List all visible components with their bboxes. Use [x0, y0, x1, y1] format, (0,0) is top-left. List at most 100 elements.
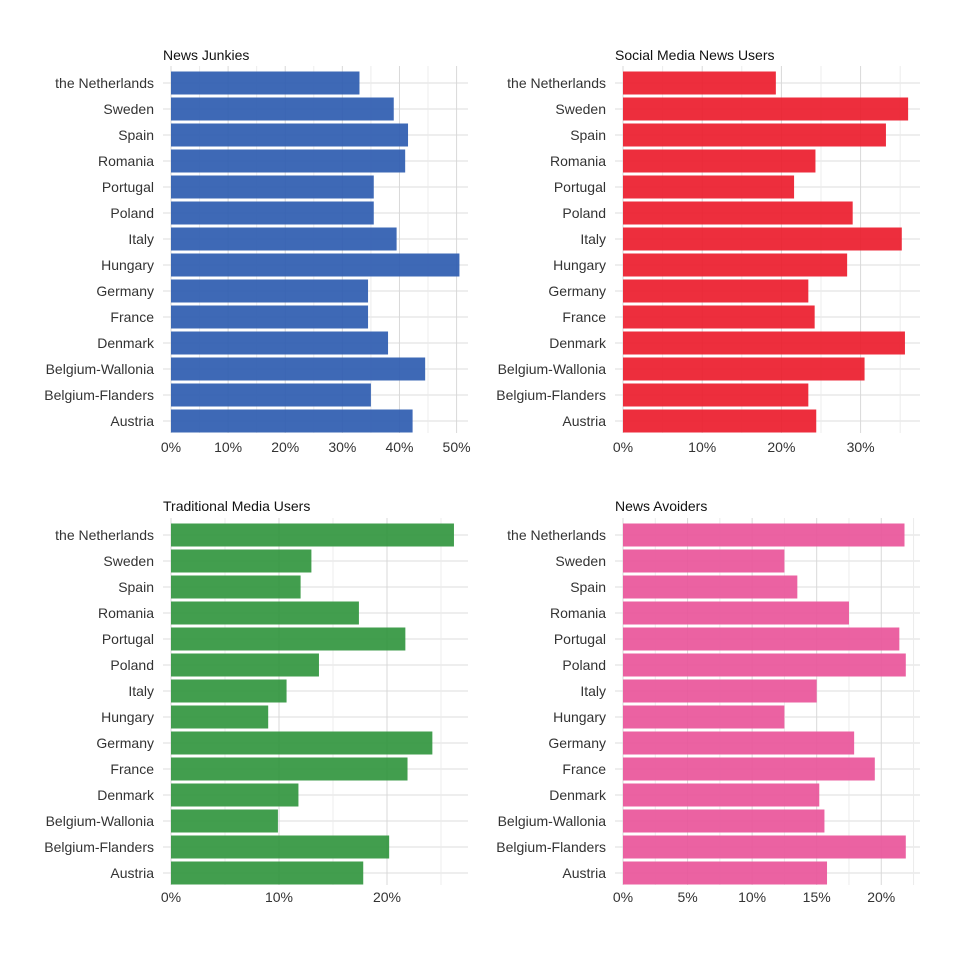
bar: [171, 653, 319, 677]
bar: [623, 175, 795, 199]
category-label: Denmark: [97, 787, 155, 803]
panel-title: News Avoiders: [615, 498, 707, 514]
category-label: Portugal: [554, 631, 606, 647]
bar: [623, 123, 886, 147]
bar: [623, 71, 776, 95]
category-label: Poland: [562, 657, 606, 673]
bar: [171, 409, 413, 433]
bar: [623, 227, 902, 251]
bar: [171, 149, 406, 173]
category-label: Hungary: [101, 709, 154, 725]
x-tick-label: 0%: [613, 439, 633, 455]
bar: [171, 97, 394, 121]
x-tick-label: 10%: [738, 889, 766, 905]
x-tick-label: 0%: [161, 889, 181, 905]
category-label: Hungary: [553, 257, 606, 273]
bar: [171, 575, 301, 599]
bar: [171, 123, 409, 147]
category-label: the Netherlands: [507, 75, 606, 91]
bar: [623, 201, 853, 225]
bar: [171, 835, 390, 859]
x-tick-label: 20%: [271, 439, 299, 455]
category-label: Austria: [562, 865, 606, 881]
category-label: Belgium-Wallonia: [46, 361, 155, 377]
x-tick-label: 20%: [767, 439, 795, 455]
bar: [171, 679, 287, 703]
category-label: Belgium-Flanders: [496, 387, 606, 403]
category-label: Portugal: [102, 179, 154, 195]
bar: [171, 601, 359, 625]
category-label: Poland: [110, 205, 154, 221]
category-label: Sweden: [555, 101, 606, 117]
chart-panel-1: News Junkies the Netherlands Sweden Spain Ro…: [44, 47, 470, 455]
bar: [623, 653, 906, 677]
bar: [623, 97, 909, 121]
bar: [623, 809, 825, 833]
category-label: Austria: [562, 413, 606, 429]
bar: [623, 575, 798, 599]
bar: [171, 227, 397, 251]
category-label: Portugal: [102, 631, 154, 647]
category-label: Italy: [580, 683, 606, 699]
category-label: Austria: [110, 865, 154, 881]
bar: [171, 383, 371, 407]
bar: [171, 523, 454, 547]
category-label: Austria: [110, 413, 154, 429]
category-label: Sweden: [103, 553, 154, 569]
category-label: Belgium-Flanders: [44, 839, 154, 855]
category-label: Italy: [128, 683, 154, 699]
category-label: Germany: [548, 283, 606, 299]
category-label: France: [562, 309, 606, 325]
category-label: Poland: [110, 657, 154, 673]
category-label: Belgium-Flanders: [496, 839, 606, 855]
category-label: Belgium-Wallonia: [498, 813, 607, 829]
category-label: Belgium-Wallonia: [498, 361, 607, 377]
bar: [623, 835, 906, 859]
bar: [623, 679, 817, 703]
bar: [171, 731, 433, 755]
bar: [623, 601, 849, 625]
x-tick-label: 0%: [613, 889, 633, 905]
category-label: Belgium-Wallonia: [46, 813, 155, 829]
category-label: Romania: [98, 605, 154, 621]
x-tick-label: 30%: [847, 439, 875, 455]
panel-title: Traditional Media Users: [163, 498, 310, 514]
category-label: Sweden: [555, 553, 606, 569]
x-tick-label: 10%: [265, 889, 293, 905]
x-tick-label: 20%: [867, 889, 895, 905]
category-label: Hungary: [101, 257, 154, 273]
x-tick-label: 50%: [443, 439, 471, 455]
category-label: Portugal: [554, 179, 606, 195]
panel-title: Social Media News Users: [615, 47, 775, 63]
x-tick-label: 5%: [677, 889, 697, 905]
category-label: France: [110, 761, 154, 777]
chart-panel-4: News Avoiders the Netherlands Sweden Spain R…: [496, 498, 920, 905]
category-label: France: [562, 761, 606, 777]
category-label: Denmark: [549, 787, 607, 803]
category-label: Romania: [550, 153, 606, 169]
x-tick-label: 0%: [161, 439, 181, 455]
category-label: Italy: [580, 231, 606, 247]
category-label: Germany: [548, 735, 606, 751]
bar: [623, 549, 785, 573]
x-tick-label: 15%: [803, 889, 831, 905]
category-label: Spain: [118, 127, 154, 143]
category-label: Hungary: [553, 709, 606, 725]
category-label: Spain: [570, 579, 606, 595]
bar: [171, 627, 406, 651]
bar: [171, 71, 360, 95]
bar: [623, 331, 905, 355]
category-label: the Netherlands: [507, 527, 606, 543]
x-tick-label: 10%: [688, 439, 716, 455]
category-label: Germany: [96, 735, 154, 751]
bar: [171, 175, 374, 199]
category-label: Sweden: [103, 101, 154, 117]
category-label: Denmark: [97, 335, 155, 351]
category-label: Belgium-Flanders: [44, 387, 154, 403]
bar: [171, 861, 364, 885]
bar: [171, 757, 408, 781]
bar: [623, 705, 785, 729]
bar: [171, 305, 369, 329]
